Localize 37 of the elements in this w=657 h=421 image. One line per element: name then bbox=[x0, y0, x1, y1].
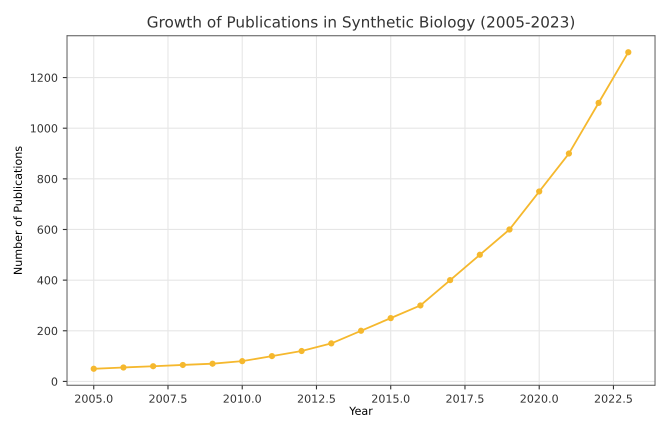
x-tick-label: 2007.5 bbox=[149, 394, 186, 403]
x-tick-label: 2020.0 bbox=[520, 394, 558, 403]
x-tick-label: 2010.0 bbox=[224, 394, 261, 403]
point bbox=[388, 314, 394, 322]
point bbox=[476, 252, 483, 258]
point bbox=[209, 360, 216, 367]
point bbox=[298, 348, 305, 354]
point bbox=[239, 358, 246, 364]
x-tick-label: 2015.0 bbox=[372, 394, 410, 403]
y-axis-title: Number of Publications bbox=[13, 146, 22, 274]
x-tick-label: 2017.5 bbox=[446, 394, 484, 403]
point bbox=[625, 49, 632, 56]
x-tick-label: 2022.5 bbox=[594, 394, 632, 403]
y-tick-label: 0 bbox=[52, 377, 58, 386]
point bbox=[328, 340, 334, 347]
y-tick-label: 400 bbox=[37, 276, 58, 285]
point bbox=[566, 150, 572, 157]
x-axis-title: Year bbox=[349, 406, 373, 415]
point bbox=[446, 277, 454, 284]
point bbox=[506, 226, 513, 233]
point bbox=[150, 363, 156, 370]
point bbox=[180, 362, 186, 368]
y-tick-label: 800 bbox=[38, 174, 58, 184]
point bbox=[268, 352, 276, 360]
point bbox=[417, 302, 424, 309]
point bbox=[536, 188, 542, 195]
x-tick-label: 2005.0 bbox=[75, 394, 112, 403]
point bbox=[358, 328, 364, 334]
x-tick-label: 2012.5 bbox=[298, 394, 335, 403]
point bbox=[120, 364, 127, 371]
y-tick-label: 200 bbox=[38, 326, 58, 336]
chart-title: Growth of Publications in Synthetic Biology (2005-2023) bbox=[148, 16, 574, 31]
y-tick-label: 600 bbox=[38, 225, 58, 234]
y-tick-label: 1000 bbox=[30, 124, 58, 133]
point bbox=[595, 100, 602, 106]
y-tick-label: 1200 bbox=[30, 74, 58, 82]
point bbox=[90, 366, 97, 372]
